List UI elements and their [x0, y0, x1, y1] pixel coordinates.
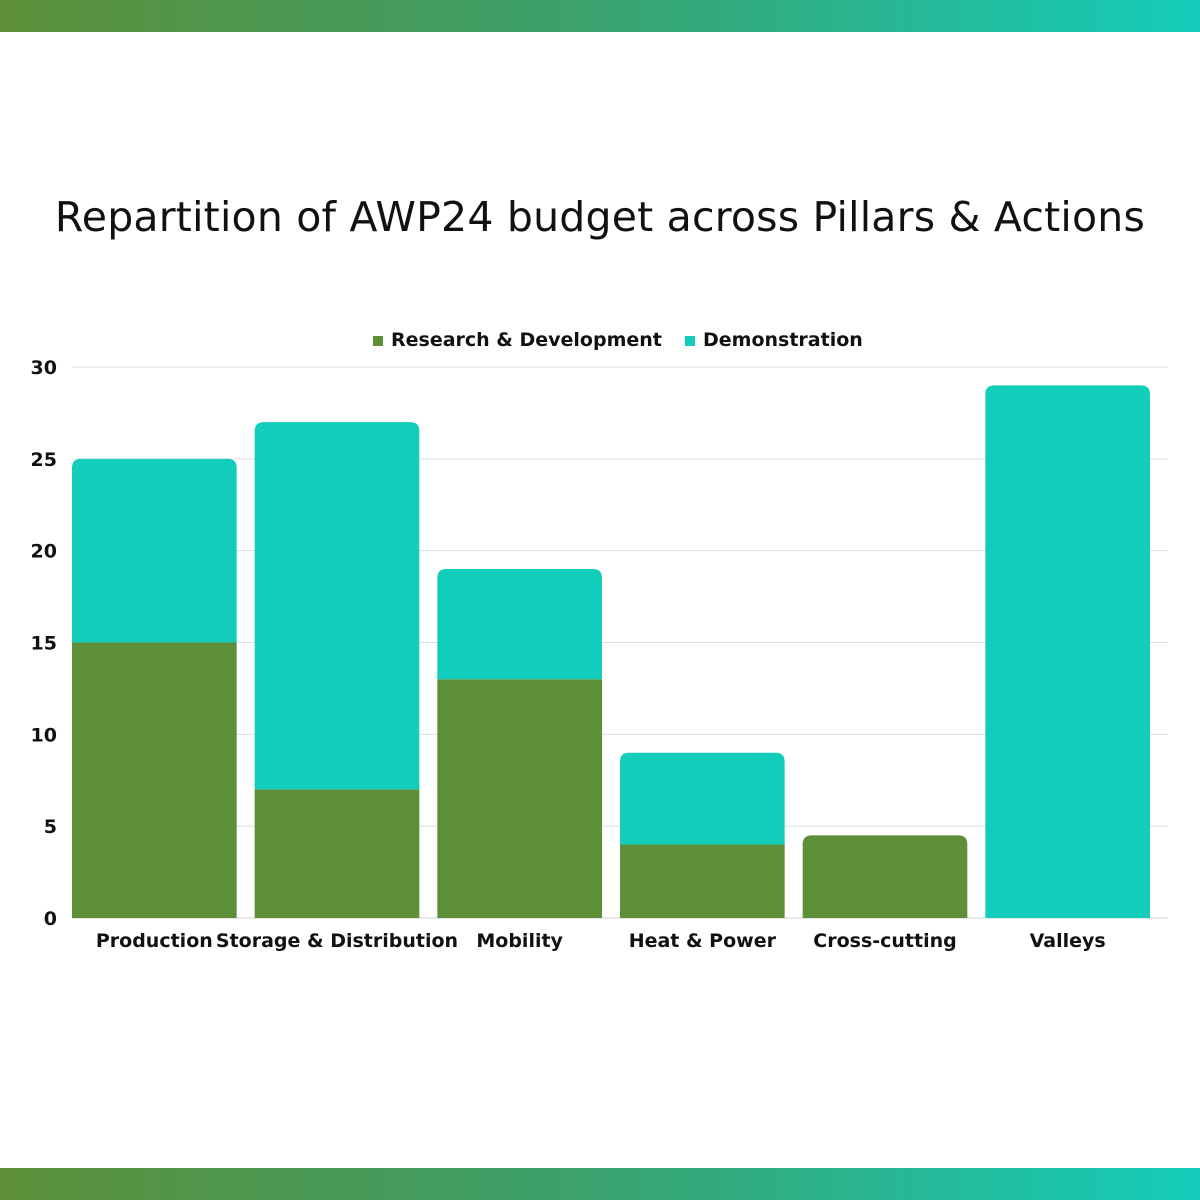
x-tick-label: Cross-cutting: [813, 930, 956, 952]
y-tick-label: 15: [31, 633, 57, 655]
bar-segment-demonstration: [72, 458, 237, 643]
x-tick-label: Production: [96, 930, 213, 952]
y-tick-label: 5: [44, 816, 57, 838]
y-tick-label: 0: [44, 908, 57, 930]
bar-segment-demonstration: [620, 752, 785, 845]
legend-swatch-demonstration: [685, 336, 695, 346]
legend: Research & Development Demonstration: [373, 329, 863, 351]
y-tick-label: 20: [31, 541, 57, 563]
x-tick-label: Heat & Power: [629, 930, 777, 952]
bar-segment-research: [437, 679, 602, 918]
y-tick-label: 30: [31, 357, 57, 379]
legend-label-research: Research & Development: [391, 329, 662, 351]
bar-segment-research: [802, 835, 968, 918]
bar-segment-demonstration: [985, 385, 1150, 918]
legend-label-demonstration: Demonstration: [703, 329, 863, 351]
x-axis-labels: Production Storage & Distribution Mobility…: [96, 930, 1106, 952]
y-tick-label: 10: [31, 724, 57, 746]
bar-segment-demonstration: [254, 422, 420, 790]
legend-swatch-research: [373, 336, 383, 346]
x-tick-label: Valleys: [1030, 930, 1106, 952]
top-gradient-band: [0, 0, 1200, 32]
bars: [72, 385, 1150, 918]
x-tick-label: Storage & Distribution: [216, 930, 458, 952]
bar-segment-research: [620, 844, 785, 918]
bottom-gradient-band: [0, 1168, 1200, 1200]
bar-segment-research: [254, 789, 420, 918]
y-axis-ticks: 0 5 10 15 20 25 30: [31, 357, 57, 930]
bar-segment-demonstration: [437, 569, 602, 680]
bar-segment-research: [72, 642, 237, 918]
y-tick-label: 25: [31, 449, 57, 471]
chart-title: Repartition of AWP24 budget across Pilla…: [54, 193, 1146, 241]
x-tick-label: Mobility: [476, 930, 563, 952]
